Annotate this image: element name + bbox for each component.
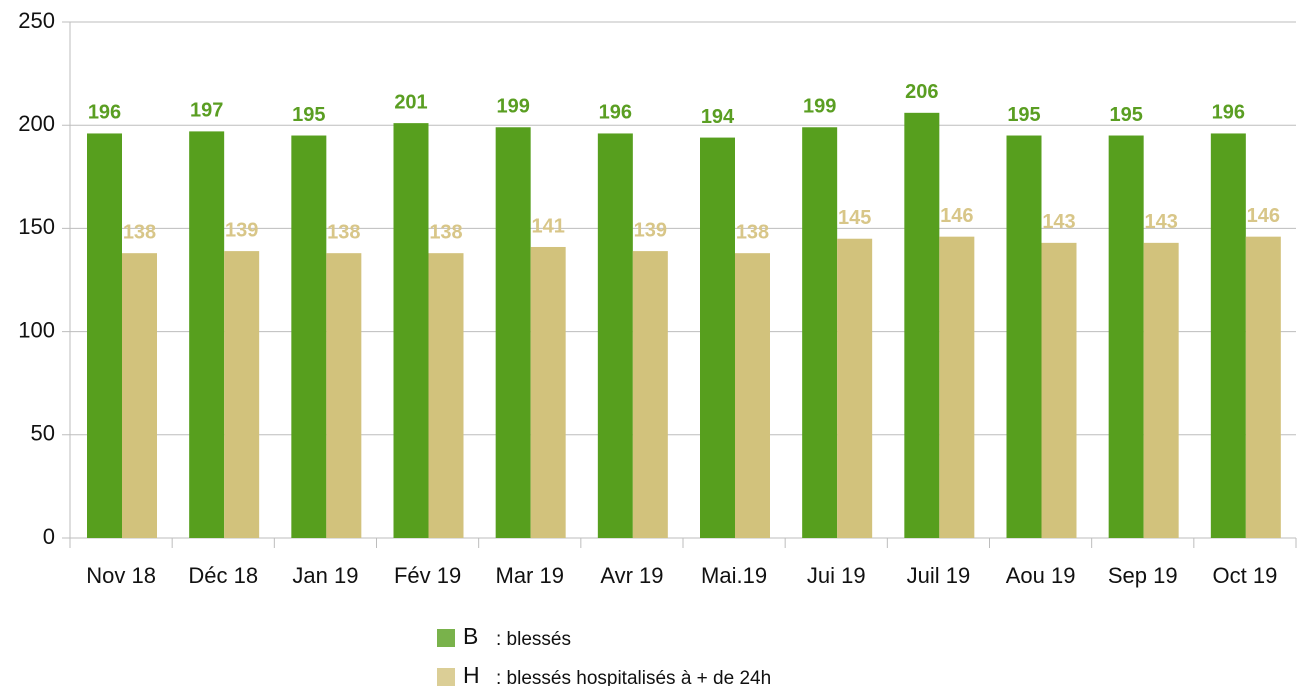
- bar: [597, 133, 633, 538]
- bar: [735, 253, 770, 538]
- y-tick-label: 250: [18, 8, 55, 33]
- legend-swatch: [437, 668, 455, 686]
- bar: [700, 137, 735, 539]
- data-label: 139: [225, 219, 258, 241]
- bar: [428, 253, 464, 538]
- data-label: 145: [838, 207, 871, 229]
- legend-swatch: [437, 629, 455, 647]
- legend-description: : blessés hospitalisés à + de 24h: [496, 668, 771, 686]
- bar: [1006, 135, 1042, 538]
- bar: [189, 131, 225, 538]
- bar: [802, 127, 838, 538]
- data-label: 197: [190, 100, 223, 122]
- bar: [939, 236, 975, 538]
- bar: [632, 251, 668, 538]
- data-label: 138: [429, 221, 462, 243]
- bar: [495, 127, 531, 538]
- bar: [1041, 242, 1077, 538]
- bar: [122, 253, 157, 538]
- y-tick-label: 100: [18, 317, 55, 342]
- bar: [87, 133, 122, 538]
- x-tick-label: Jan 19: [292, 563, 358, 588]
- y-tick-label: 150: [18, 214, 55, 239]
- bar: [1143, 242, 1179, 538]
- bar: [393, 123, 429, 539]
- data-label: 201: [394, 91, 427, 113]
- x-tick-label: Nov 18: [86, 563, 156, 588]
- x-tick-label: Déc 18: [188, 563, 258, 588]
- x-tick-label: Fév 19: [394, 563, 461, 588]
- data-label: 141: [531, 215, 564, 237]
- data-label: 199: [496, 96, 529, 118]
- data-label: 195: [292, 104, 325, 126]
- data-label: 138: [736, 221, 769, 243]
- data-label: 146: [940, 205, 973, 227]
- bar: [904, 112, 940, 538]
- data-label: 206: [905, 81, 938, 103]
- y-tick-label: 0: [43, 524, 55, 549]
- data-label: 194: [701, 106, 735, 128]
- y-tick-label: 200: [18, 111, 55, 136]
- x-tick-label: Jui 19: [807, 563, 866, 588]
- bar: [224, 251, 260, 538]
- x-tick-label: Avr 19: [600, 563, 663, 588]
- x-tick-label: Aou 19: [1006, 563, 1076, 588]
- data-label: 146: [1247, 205, 1280, 227]
- data-label: 196: [1212, 102, 1245, 124]
- data-label: 196: [599, 102, 632, 124]
- data-label: 139: [634, 219, 667, 241]
- x-tick-label: Oct 19: [1213, 563, 1278, 588]
- x-tick-label: Mar 19: [496, 563, 564, 588]
- bar: [1245, 236, 1281, 538]
- y-tick-label: 50: [31, 421, 55, 446]
- bar: [1210, 133, 1246, 538]
- bar: [1108, 135, 1144, 538]
- data-label: 196: [88, 102, 121, 124]
- legend-description: : blessés: [496, 629, 571, 650]
- x-tick-label: Juil 19: [907, 563, 971, 588]
- data-label: 143: [1042, 211, 1075, 233]
- x-tick-label: Mai.19: [701, 563, 767, 588]
- legend-label: B: [463, 623, 478, 649]
- x-tick-label: Sep 19: [1108, 563, 1178, 588]
- data-label: 195: [1007, 104, 1040, 126]
- bar: [530, 246, 566, 538]
- data-label: 143: [1144, 211, 1177, 233]
- legend-label: H: [463, 662, 480, 686]
- data-label: 138: [327, 221, 360, 243]
- bar: [326, 253, 362, 538]
- data-label: 199: [803, 96, 836, 118]
- data-label: 138: [123, 221, 156, 243]
- data-label: 195: [1109, 104, 1142, 126]
- bar: [291, 135, 327, 538]
- bar: [837, 238, 873, 538]
